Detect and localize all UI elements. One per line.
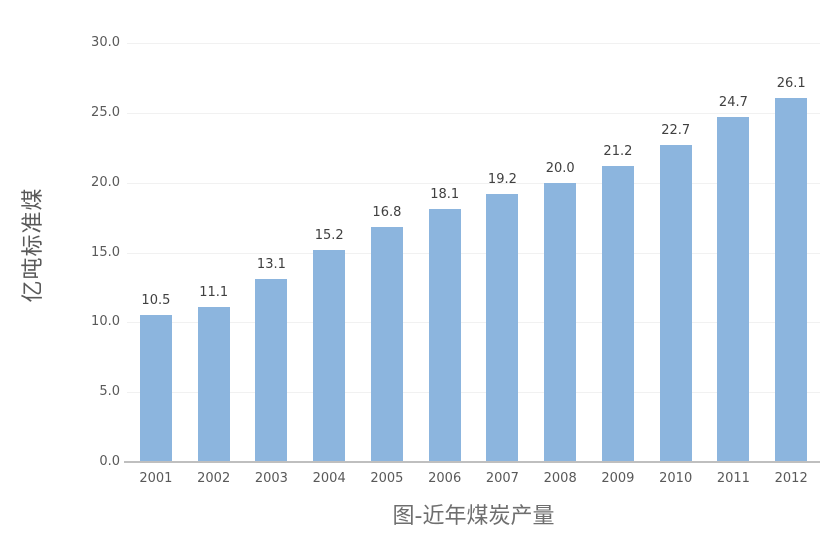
- data-label: 15.2: [314, 227, 344, 243]
- bar-2005: [370, 227, 403, 462]
- data-label: 22.7: [661, 123, 691, 138]
- bar-2002: [197, 307, 230, 462]
- bar-2011: [717, 117, 750, 462]
- x-axis-tick-label: 2006: [428, 471, 462, 486]
- y-axis-tick-label: 25.0: [91, 105, 120, 120]
- bar-2007: [486, 193, 519, 462]
- bar-2001: [139, 315, 172, 462]
- data-label: 24.7: [718, 95, 748, 110]
- gridline: [127, 392, 820, 393]
- data-label: 11.1: [199, 285, 229, 300]
- data-label: 21.2: [603, 143, 633, 159]
- bar-2006: [428, 209, 461, 462]
- x-axis-tick-label: 2007: [485, 471, 519, 486]
- x-axis-tick-label: 2005: [370, 471, 404, 486]
- bar-2010: [659, 145, 692, 462]
- data-label: 13.1: [256, 257, 286, 272]
- bar-2004: [313, 249, 346, 462]
- chart-title: 图-近年煤炭产量: [392, 504, 555, 529]
- data-label: 20.0: [545, 160, 575, 176]
- data-label: 10.5: [141, 293, 171, 309]
- x-axis-tick-label: 2010: [659, 471, 693, 486]
- x-axis-tick-label: 2004: [312, 471, 346, 486]
- y-axis-tick-label: 5.0: [99, 384, 120, 399]
- bar-2012: [775, 97, 808, 462]
- y-axis-tick-label: 20.0: [91, 175, 120, 190]
- bar-2008: [544, 182, 577, 462]
- gridline: [127, 43, 820, 44]
- y-axis-tick-label: 15.0: [91, 245, 120, 260]
- data-label: 16.8: [372, 205, 402, 221]
- gridline: [127, 253, 820, 254]
- gridline: [127, 322, 820, 323]
- x-axis-line: [124, 461, 820, 463]
- y-axis-tick-label: 30.0: [91, 35, 120, 50]
- bar-2009: [601, 165, 634, 462]
- gridline: [127, 113, 820, 114]
- x-axis-tick-label: 2008: [543, 471, 577, 486]
- x-axis-tick-label: 2001: [139, 471, 173, 486]
- y-axis-tick-label: 0.0: [99, 454, 120, 469]
- data-label: 19.2: [487, 171, 517, 187]
- x-axis-tick-label: 2003: [254, 471, 288, 486]
- data-label: 26.1: [776, 75, 806, 91]
- data-label: 18.1: [430, 187, 460, 203]
- x-axis-tick-label: 2011: [716, 471, 750, 486]
- x-axis-tick-label: 2009: [601, 471, 635, 486]
- gridline: [127, 183, 820, 184]
- bar-2003: [255, 279, 288, 462]
- x-axis-tick-label: 2002: [197, 471, 231, 486]
- y-axis-tick-label: 10.0: [91, 314, 120, 329]
- x-axis-tick-label: 2012: [774, 471, 808, 486]
